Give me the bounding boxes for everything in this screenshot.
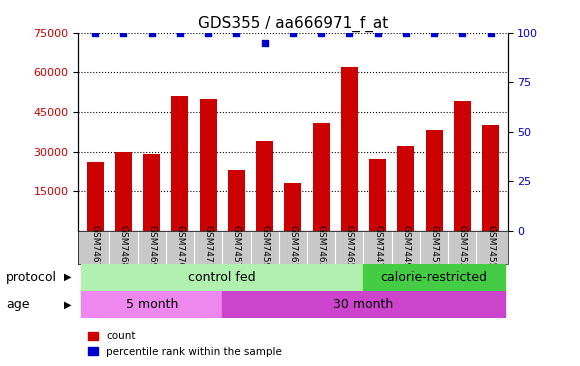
Text: 5 month: 5 month — [125, 298, 178, 311]
Text: GSM7459: GSM7459 — [260, 225, 269, 269]
Text: 30 month: 30 month — [334, 298, 394, 311]
Text: GSM7451: GSM7451 — [430, 225, 438, 269]
Point — [232, 30, 241, 36]
Point — [288, 30, 298, 36]
Text: protocol: protocol — [6, 271, 57, 284]
Text: GSM7468: GSM7468 — [119, 225, 128, 269]
Bar — [81, 291, 222, 318]
Bar — [341, 67, 358, 231]
Bar — [115, 152, 132, 231]
Bar — [256, 141, 273, 231]
Bar — [228, 170, 245, 231]
Point — [486, 30, 495, 36]
Bar — [426, 130, 443, 231]
Point — [458, 30, 467, 36]
Point — [204, 30, 213, 36]
Point — [175, 30, 184, 36]
Text: GSM7467: GSM7467 — [90, 225, 100, 269]
Bar — [143, 154, 160, 231]
Point — [317, 30, 326, 36]
Bar — [482, 125, 499, 231]
Point — [345, 30, 354, 36]
Bar — [222, 291, 505, 318]
Text: GSM7463: GSM7463 — [317, 225, 325, 269]
Point — [119, 30, 128, 36]
Point — [373, 30, 382, 36]
Text: GSM7461: GSM7461 — [288, 225, 298, 269]
Point — [401, 30, 411, 36]
Text: calorie-restricted: calorie-restricted — [380, 271, 488, 284]
Text: GSM7447: GSM7447 — [373, 225, 382, 269]
Text: GSM7471: GSM7471 — [204, 225, 213, 269]
Title: GDS355 / aa666971_f_at: GDS355 / aa666971_f_at — [198, 15, 388, 31]
Bar — [87, 162, 104, 231]
Bar — [172, 96, 188, 231]
Text: GSM7465: GSM7465 — [345, 225, 354, 269]
Text: GSM7453: GSM7453 — [458, 225, 467, 269]
Text: GSM7469: GSM7469 — [147, 225, 156, 269]
Text: ▶: ▶ — [64, 272, 71, 282]
Bar — [369, 160, 386, 231]
Text: GSM7449: GSM7449 — [401, 225, 410, 269]
Bar — [200, 99, 217, 231]
Text: control fed: control fed — [188, 271, 256, 284]
Text: GSM7455: GSM7455 — [486, 225, 495, 269]
Point — [147, 30, 157, 36]
Text: ▶: ▶ — [64, 300, 71, 310]
Point — [90, 30, 100, 36]
Text: GSM7457: GSM7457 — [232, 225, 241, 269]
Point — [429, 30, 438, 36]
Bar — [284, 183, 302, 231]
Point — [260, 40, 269, 46]
Bar — [313, 123, 329, 231]
Bar — [454, 101, 471, 231]
Bar — [397, 146, 414, 231]
Text: age: age — [6, 298, 30, 311]
Legend: count, percentile rank within the sample: count, percentile rank within the sample — [84, 327, 287, 361]
Bar — [364, 264, 505, 291]
Text: GSM7470: GSM7470 — [176, 225, 184, 269]
Bar — [81, 264, 364, 291]
